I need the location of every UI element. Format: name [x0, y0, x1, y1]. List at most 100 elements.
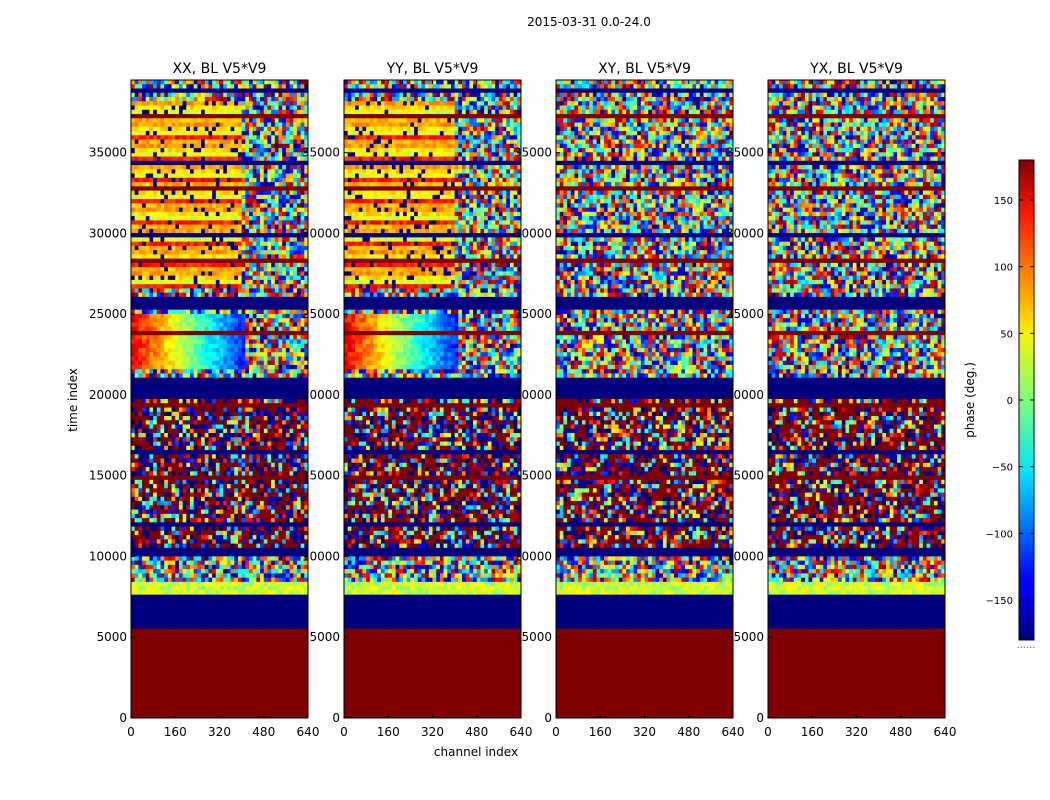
heatmap-cell — [234, 199, 239, 204]
heatmap-cell — [293, 428, 298, 434]
heatmap-cell — [201, 381, 206, 387]
heatmap-cell — [164, 105, 169, 111]
heatmap-cell — [178, 407, 184, 413]
heatmap-cell — [285, 84, 290, 89]
heatmap-cell — [223, 428, 228, 434]
heatmap-cell — [245, 411, 250, 417]
heatmap-cell — [274, 284, 279, 289]
heatmap-cell — [241, 284, 246, 289]
heatmap-cell — [167, 411, 172, 417]
heatmap-cell — [186, 301, 191, 306]
heatmap-cell — [219, 356, 224, 362]
heatmap-cell — [142, 88, 147, 94]
heatmap-cell — [208, 488, 213, 493]
heatmap-cell — [293, 296, 298, 302]
heatmap-cell — [212, 335, 217, 340]
heatmap-cell — [237, 220, 243, 226]
heatmap-cell — [138, 190, 143, 196]
heatmap-cell — [260, 250, 265, 255]
heatmap-cell — [252, 479, 257, 485]
heatmap-cell — [260, 182, 265, 187]
heatmap-cell — [215, 233, 220, 238]
heatmap-cell — [175, 390, 180, 396]
heatmap-cell — [201, 424, 206, 430]
heatmap-cell — [201, 165, 206, 170]
heatmap-cell — [156, 190, 161, 196]
heatmap-cell — [249, 471, 254, 476]
heatmap-cell — [208, 352, 213, 357]
heatmap-cell — [156, 220, 161, 226]
heatmap-cell — [178, 271, 184, 277]
heatmap-cell — [304, 88, 308, 94]
heatmap-cell — [245, 458, 250, 464]
heatmap-cell — [171, 505, 176, 510]
heatmap-cell — [263, 101, 268, 106]
heatmap-cell — [226, 84, 231, 89]
heatmap-cell — [241, 301, 246, 306]
heatmap-cell — [237, 258, 243, 264]
heatmap-cell — [215, 479, 220, 485]
heatmap-cell — [260, 343, 265, 349]
heatmap-cell — [153, 386, 158, 391]
heatmap-cell — [274, 165, 279, 170]
heatmap-cell — [167, 131, 172, 136]
heatmap-cell — [178, 169, 184, 174]
heatmap-cell — [300, 97, 305, 102]
heatmap-cell — [138, 424, 143, 430]
heatmap-cell — [215, 364, 220, 370]
heatmap-cell — [131, 160, 136, 166]
heatmap-cell — [296, 148, 302, 153]
heatmap-cell — [153, 101, 158, 106]
heatmap-cell — [245, 369, 250, 374]
heatmap-cell — [138, 237, 143, 243]
heatmap-cell — [197, 458, 202, 464]
heatmap-cell — [226, 228, 231, 234]
heatmap-cell — [145, 233, 150, 238]
heatmap-cell — [164, 207, 169, 213]
heatmap-cell — [234, 271, 239, 277]
heatmap-cell — [252, 233, 257, 238]
heatmap-cell — [274, 356, 279, 362]
heatmap-cell — [201, 364, 206, 370]
heatmap-cell — [212, 207, 217, 213]
heatmap-cell — [219, 224, 224, 230]
heatmap-cell — [260, 407, 265, 413]
heatmap-cell — [223, 484, 228, 489]
heatmap-cell — [153, 403, 158, 408]
heatmap-cell — [142, 203, 147, 208]
heatmap-cell — [156, 330, 161, 336]
heatmap-cell — [167, 118, 172, 123]
heatmap-cell — [186, 492, 191, 498]
heatmap-cell — [212, 492, 217, 498]
heatmap-cell — [304, 488, 308, 493]
heatmap-cell — [289, 245, 294, 251]
heatmap-cell — [304, 131, 308, 136]
heatmap-cell — [296, 292, 302, 298]
heatmap-cell — [260, 433, 265, 438]
heatmap-cell — [237, 237, 243, 243]
heatmap-cell — [274, 131, 279, 136]
heatmap-cell — [267, 479, 272, 485]
heatmap-cell — [156, 126, 161, 132]
heatmap-cell — [293, 284, 298, 289]
heatmap-cell — [201, 271, 206, 277]
heatmap-cell — [267, 143, 272, 149]
heatmap-cell — [201, 262, 206, 268]
heatmap-cell — [149, 292, 154, 298]
heatmap-cell — [134, 364, 139, 370]
heatmap-cell — [223, 173, 228, 179]
heatmap-cell — [182, 279, 187, 285]
heatmap-cell — [215, 245, 220, 251]
heatmap-cell — [260, 369, 265, 374]
heatmap-cell — [175, 309, 180, 315]
heatmap-cell — [256, 445, 261, 451]
heatmap-cell — [156, 262, 161, 268]
heatmap-cell — [156, 173, 161, 179]
heatmap-cell — [164, 450, 169, 455]
heatmap-cell — [193, 339, 198, 345]
heatmap-cell — [171, 343, 176, 349]
heatmap-cell — [204, 92, 209, 98]
heatmap-cell — [300, 169, 305, 174]
heatmap-cell — [186, 416, 191, 421]
heatmap-cell — [285, 377, 290, 383]
